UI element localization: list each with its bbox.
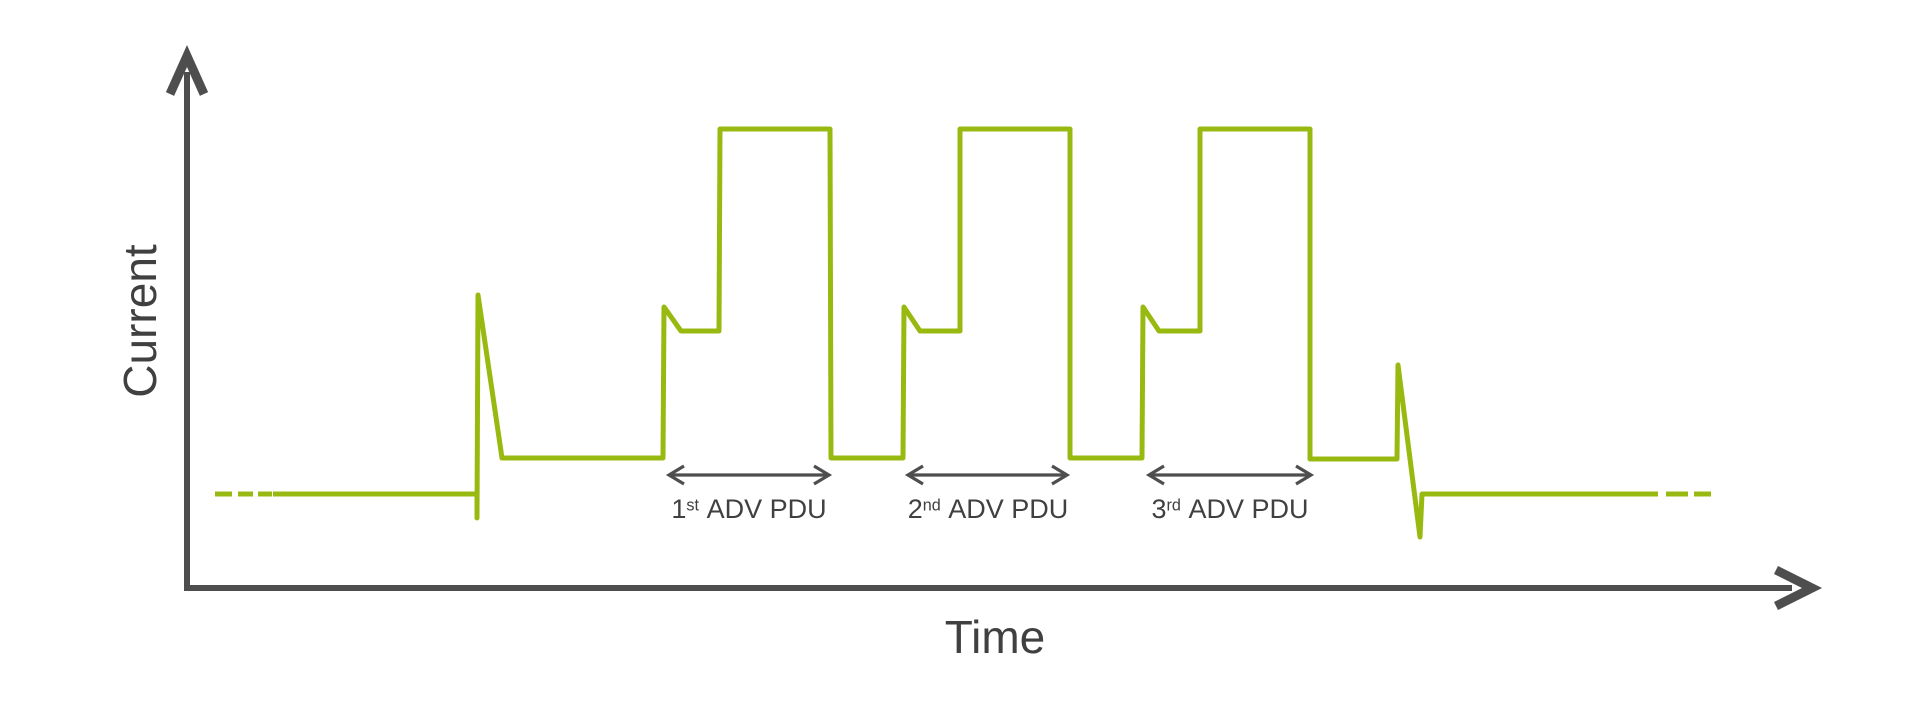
x-axis-label: Time — [944, 611, 1046, 663]
adv-pdu-3-ordinal-suffix: rd — [1166, 496, 1181, 515]
axes — [165, 44, 1823, 611]
adv-pdu-1-label: 1st ADV PDU — [671, 494, 826, 525]
x-axis-arrowhead-icon — [1773, 565, 1823, 611]
duration-arrow-left-head-icon — [1145, 464, 1165, 486]
adv-pdu-2-text: ADV PDU — [948, 494, 1069, 524]
duration-arrow-right-head-icon — [813, 464, 833, 486]
y-axis-label: Current — [114, 244, 166, 398]
adv-pdu-1-text: ADV PDU — [706, 494, 827, 524]
current-waveform — [215, 126, 1711, 540]
adv-pdu-1-duration-arrow — [665, 464, 833, 486]
adv-pdu-3-duration-arrow — [1145, 464, 1315, 486]
adv-pdu-1-ordinal-suffix: st — [686, 496, 700, 515]
adv-pdu-3-text: ADV PDU — [1188, 494, 1309, 524]
adv-pdu-2-duration-arrow — [904, 464, 1071, 486]
adv-pdu-duration-arrows — [665, 464, 1315, 486]
current-waveform-trace — [273, 126, 1658, 540]
adv-pdu-2-ordinal-suffix: nd — [922, 496, 941, 515]
adv-pdu-1-ordinal: 1 — [671, 494, 687, 524]
adv-pdu-2-ordinal: 2 — [907, 494, 923, 524]
duration-arrow-right-head-icon — [1051, 464, 1071, 486]
duration-arrow-left-head-icon — [665, 464, 685, 486]
adv-pdu-3-ordinal: 3 — [1151, 494, 1167, 524]
duration-arrow-left-head-icon — [904, 464, 924, 486]
adv-pdu-2-label: 2nd ADV PDU — [908, 494, 1069, 525]
adv-pdu-3-label: 3rd ADV PDU — [1151, 494, 1308, 525]
y-axis-arrowhead-icon — [165, 44, 209, 96]
duration-arrow-right-head-icon — [1295, 464, 1315, 486]
